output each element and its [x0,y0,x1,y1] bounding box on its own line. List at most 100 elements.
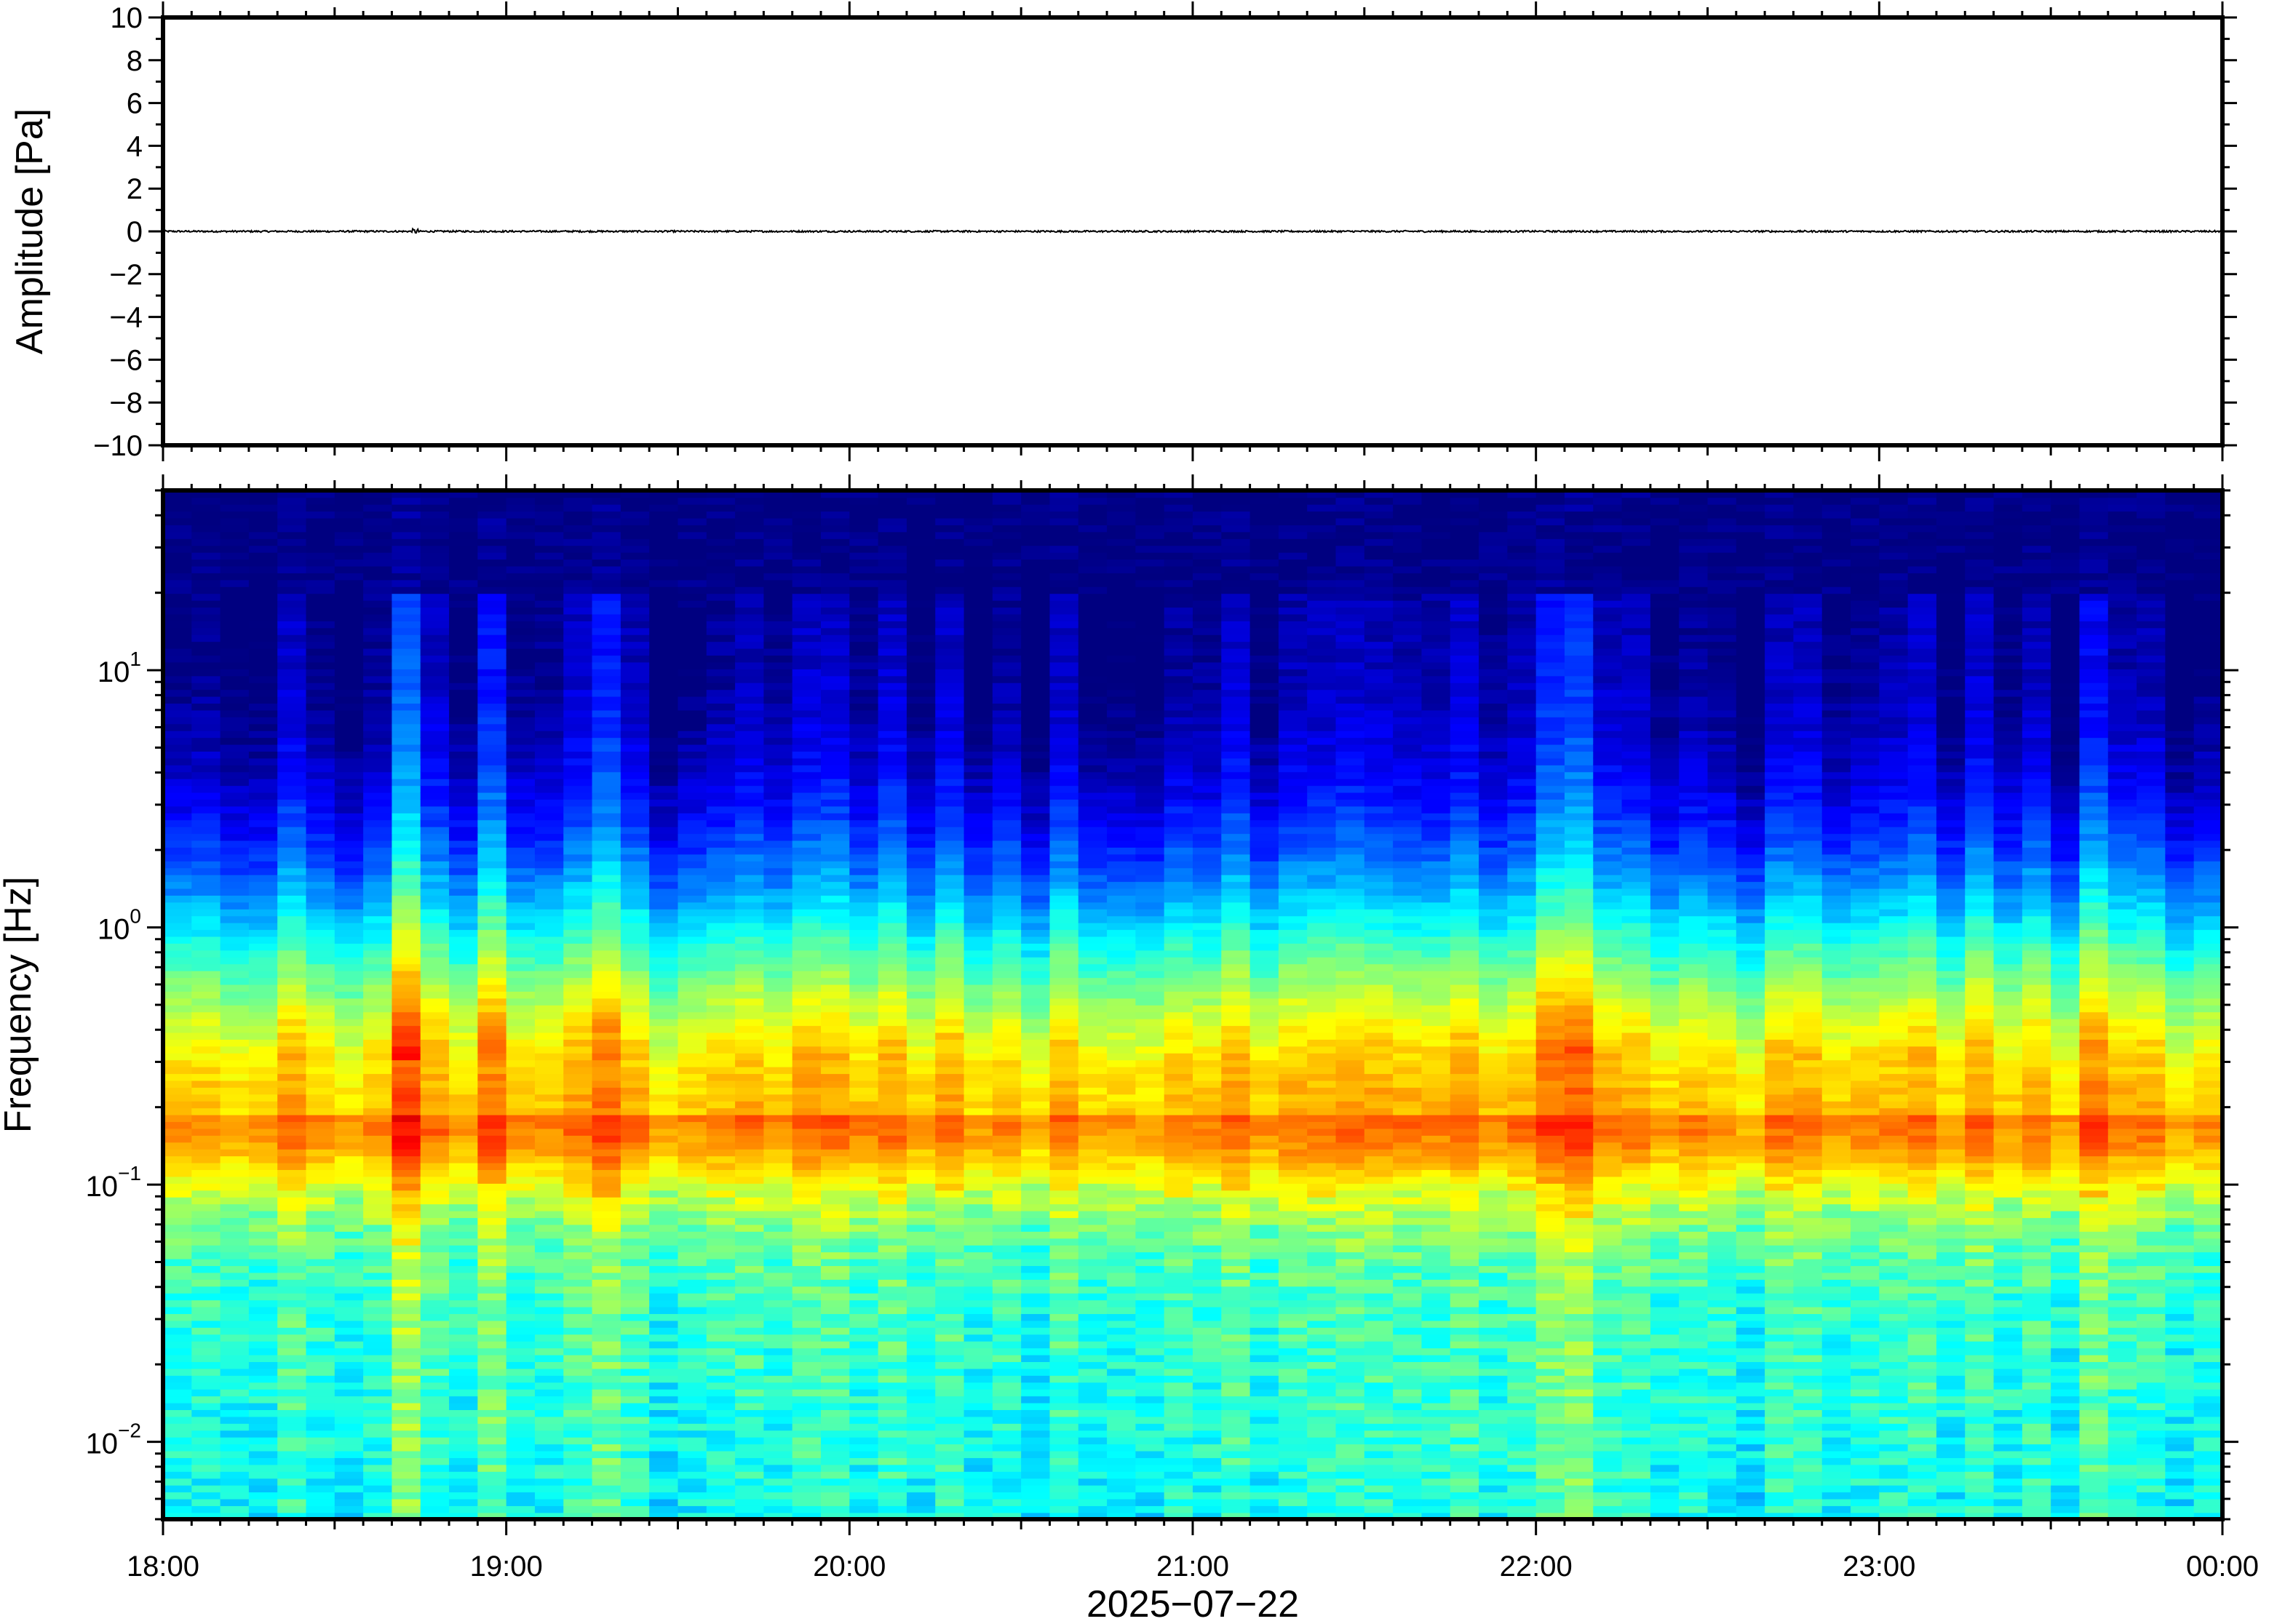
spectrogram-cell [1049,1382,1079,1390]
spectrogram-cell [477,1203,507,1211]
spectrogram-cell [334,943,364,951]
spectrogram-cell [306,1388,335,1397]
spectrogram-cell [163,840,193,848]
spectrogram-cell [849,1162,879,1171]
spectrogram-cell [449,1203,479,1211]
spectrogram-cell [363,1361,393,1369]
spectrogram-cell [821,565,851,573]
spectrogram-cell [992,1094,1022,1102]
spectrogram-cell [906,1430,937,1438]
spectrogram-cell [248,1457,279,1465]
spectrogram-cell [563,874,593,883]
spectrogram-cell [963,1073,993,1081]
spectrogram-cell [878,531,907,539]
waveform-y-tick-label: 6 [127,88,143,120]
spectrogram-cell [849,861,879,869]
spectrogram-cell [191,1176,221,1184]
spectrogram-cell [821,1340,851,1349]
spectrogram-cell [563,1512,593,1519]
spectrogram-cell [706,1396,736,1404]
spectrogram-cell [449,792,479,800]
spectrogram-cell [706,565,736,573]
spectrogram-cell [477,1039,507,1047]
spectrogram-cell [963,1210,993,1219]
spectrogram-cell [706,998,736,1006]
spectrogram-cell [763,1121,793,1129]
spectrogram-cell [878,696,907,704]
spectrogram-cell [1049,730,1079,739]
spectrogram-cell [677,1306,707,1314]
spectrogram-cell [849,1258,879,1267]
spectrogram-cell [506,1512,536,1519]
spectrogram-cell [821,1176,851,1184]
spectrogram-cell [477,573,507,581]
spectrogram-cell [906,525,937,533]
spectrogram-cell [534,1327,565,1335]
spectrogram-cell [763,1005,793,1013]
spectrogram-cell [506,765,536,773]
spectrogram-cell [363,984,393,992]
spectrogram-cell [821,531,851,539]
spectrogram-cell [821,1128,851,1136]
spectrogram-cell [706,1484,736,1493]
spectrogram-cell [620,1066,650,1075]
spectrogram-cell [420,717,450,725]
spectrogram-cell [220,819,250,827]
spectrogram-cell [935,600,965,608]
spectrogram-cell [963,929,993,937]
spectrogram-cell [963,565,993,573]
spectrogram-cell [163,1478,193,1486]
spectrogram-cell [191,517,221,525]
spectrogram-cell [849,963,879,971]
spectrogram-cell [563,1505,593,1513]
spectrogram-cell [935,655,965,663]
spectrogram-cell [392,648,421,656]
spectrogram-cell [849,922,879,931]
spectrogram-cell [677,867,707,875]
spectrogram-cell [534,1039,565,1047]
spectrogram-cell [735,1464,765,1472]
spectrogram-cell [477,1265,507,1273]
spectrogram-cell [992,669,1022,677]
spectrogram-cell [649,1114,679,1123]
spectrogram-cell [849,984,879,992]
spectrogram-cell [1049,840,1079,848]
spectrogram-cell [677,991,707,999]
spectrogram-cell [849,1265,879,1273]
spectrogram-cell [677,1388,707,1397]
spectrogram-cell [620,1196,650,1205]
spectrogram-cell [792,1066,822,1075]
spectrogram-cell [792,1320,822,1328]
spectrogram-cell [735,613,765,621]
spectrogram-cell [334,792,364,800]
spectrogram-cell [878,1334,907,1342]
spectrogram-cell [563,1162,593,1171]
spectrogram-cell [992,648,1022,656]
spectrogram-cell [506,861,536,869]
spectrogram-cell [792,1155,822,1163]
spectrogram-cell [248,634,279,642]
spectrogram-cell [963,970,993,979]
spectrogram-cell [906,593,937,601]
spectrogram-cell [191,689,221,697]
spectrogram-cell [1049,785,1079,793]
spectrogram-cell [534,613,565,621]
spectrogram-cell [592,1505,621,1513]
spectrogram-cell [506,573,536,581]
spectrogram-cell [706,1052,736,1061]
spectrogram-cell [792,1251,822,1259]
spectrogram-cell [763,511,793,519]
spectrogram-cell [992,1005,1022,1013]
spectrogram-cell [220,901,250,909]
spectrogram-cell [878,950,907,958]
spectrogram-cell [534,1210,565,1219]
spectrogram-cell [1021,525,1051,533]
spectrogram-cell [849,627,879,635]
spectrogram-cell [392,503,421,512]
spectrogram-cell [849,1416,879,1424]
spectrogram-cell [191,1423,221,1431]
spectrogram-cell [420,922,450,931]
spectrogram-cell [935,1107,965,1115]
spectrogram-cell [906,744,937,752]
spectrogram-cell [506,1087,536,1095]
